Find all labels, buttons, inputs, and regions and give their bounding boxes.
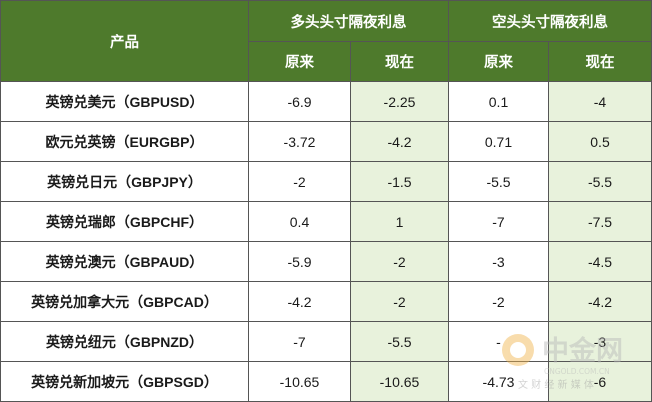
product-cell: 英镑兑瑞郎（GBPCHF） (0, 201, 249, 242)
long-before-cell: -4.2 (248, 281, 351, 322)
long-after-cell: -2 (350, 241, 449, 282)
short-after-cell: 0.5 (548, 121, 652, 162)
short-before-cell: 0.1 (448, 81, 549, 122)
short-before-cell: -4.73 (448, 361, 549, 402)
long-before-cell: -6.9 (248, 81, 351, 122)
product-column-header: 产品 (0, 0, 249, 82)
long-before-cell: -3.72 (248, 121, 351, 162)
table-row: 英镑兑纽元（GBPNZD） -7 -5.5 - -3 (0, 321, 652, 362)
long-position-group-header: 多头头寸隔夜利息 (248, 0, 449, 42)
table-row: 英镑兑加拿大元（GBPCAD） -4.2 -2 -2 -4.2 (0, 281, 652, 322)
table-row: 英镑兑瑞郎（GBPCHF） 0.4 1 -7 -7.5 (0, 201, 652, 242)
product-cell: 英镑兑澳元（GBPAUD） (0, 241, 249, 282)
product-cell: 英镑兑纽元（GBPNZD） (0, 321, 249, 362)
long-after-cell: -2.25 (350, 81, 449, 122)
short-after-cell: -6 (548, 361, 652, 402)
product-cell: 英镑兑新加坡元（GBPSGD） (0, 361, 249, 402)
short-before-cell: -2 (448, 281, 549, 322)
header-row-groups: 产品 多头头寸隔夜利息 空头头寸隔夜利息 (0, 0, 652, 82)
long-before-header: 原来 (248, 41, 351, 82)
table-row: 欧元兑英镑（EURGBP） -3.72 -4.2 0.71 0.5 (0, 121, 652, 162)
table-row: 英镑兑日元（GBPJPY） -2 -1.5 -5.5 -5.5 (0, 161, 652, 202)
short-position-group-header: 空头头寸隔夜利息 (448, 0, 652, 42)
long-after-cell: -4.2 (350, 121, 449, 162)
long-before-cell: -5.9 (248, 241, 351, 282)
short-before-cell: -5.5 (448, 161, 549, 202)
table-row: 英镑兑澳元（GBPAUD） -5.9 -2 -3 -4.5 (0, 241, 652, 282)
product-cell: 英镑兑日元（GBPJPY） (0, 161, 249, 202)
long-before-cell: -2 (248, 161, 351, 202)
header-row-subcolumns: 原来 现在 原来 现在 (1, 41, 652, 82)
short-before-cell: - (448, 321, 549, 362)
short-after-cell: -4 (548, 81, 652, 122)
product-cell: 英镑兑美元（GBPUSD） (0, 81, 249, 122)
long-before-cell: 0.4 (248, 201, 351, 242)
long-after-cell: 1 (350, 201, 449, 242)
long-after-cell: -1.5 (350, 161, 449, 202)
short-before-cell: -3 (448, 241, 549, 282)
short-before-header: 原来 (448, 41, 549, 82)
short-after-cell: -5.5 (548, 161, 652, 202)
short-after-cell: -4.5 (548, 241, 652, 282)
short-before-cell: 0.71 (448, 121, 549, 162)
table-row: 英镑兑新加坡元（GBPSGD） -10.65 -10.65 -4.73 -6 (0, 361, 652, 402)
short-after-cell: -7.5 (548, 201, 652, 242)
product-cell: 欧元兑英镑（EURGBP） (0, 121, 249, 162)
short-after-cell: -3 (548, 321, 652, 362)
long-after-cell: -2 (350, 281, 449, 322)
long-after-header: 现在 (350, 41, 449, 82)
long-before-cell: -7 (248, 321, 351, 362)
table-row: 英镑兑美元（GBPUSD） -6.9 -2.25 0.1 -4 (0, 81, 652, 122)
long-after-cell: -10.65 (350, 361, 449, 402)
short-after-cell: -4.2 (548, 281, 652, 322)
long-before-cell: -10.65 (248, 361, 351, 402)
product-cell: 英镑兑加拿大元（GBPCAD） (0, 281, 249, 322)
short-after-header: 现在 (548, 41, 652, 82)
short-before-cell: -7 (448, 201, 549, 242)
long-after-cell: -5.5 (350, 321, 449, 362)
